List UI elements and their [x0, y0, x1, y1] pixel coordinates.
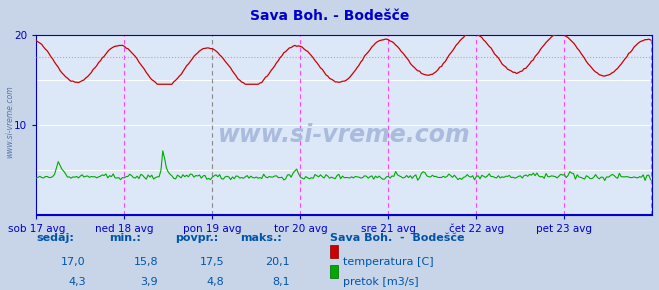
- Text: maks.:: maks.:: [241, 233, 282, 243]
- Text: 4,8: 4,8: [206, 277, 224, 287]
- Text: 15,8: 15,8: [134, 257, 158, 267]
- Text: 8,1: 8,1: [272, 277, 290, 287]
- Text: 4,3: 4,3: [68, 277, 86, 287]
- Text: www.si-vreme.com: www.si-vreme.com: [218, 124, 471, 148]
- Text: sedaj:: sedaj:: [36, 233, 74, 243]
- Text: povpr.:: povpr.:: [175, 233, 218, 243]
- Text: pretok [m3/s]: pretok [m3/s]: [343, 277, 419, 287]
- Text: 20,1: 20,1: [266, 257, 290, 267]
- Text: 17,5: 17,5: [200, 257, 224, 267]
- Text: 17,0: 17,0: [61, 257, 86, 267]
- Text: 3,9: 3,9: [140, 277, 158, 287]
- Text: min.:: min.:: [109, 233, 140, 243]
- Text: Sava Boh. - Bodešče: Sava Boh. - Bodešče: [250, 9, 409, 23]
- Text: temperatura [C]: temperatura [C]: [343, 257, 434, 267]
- Text: www.si-vreme.com: www.si-vreme.com: [5, 86, 14, 158]
- Text: Sava Boh.  -  Bodešče: Sava Boh. - Bodešče: [330, 233, 464, 243]
